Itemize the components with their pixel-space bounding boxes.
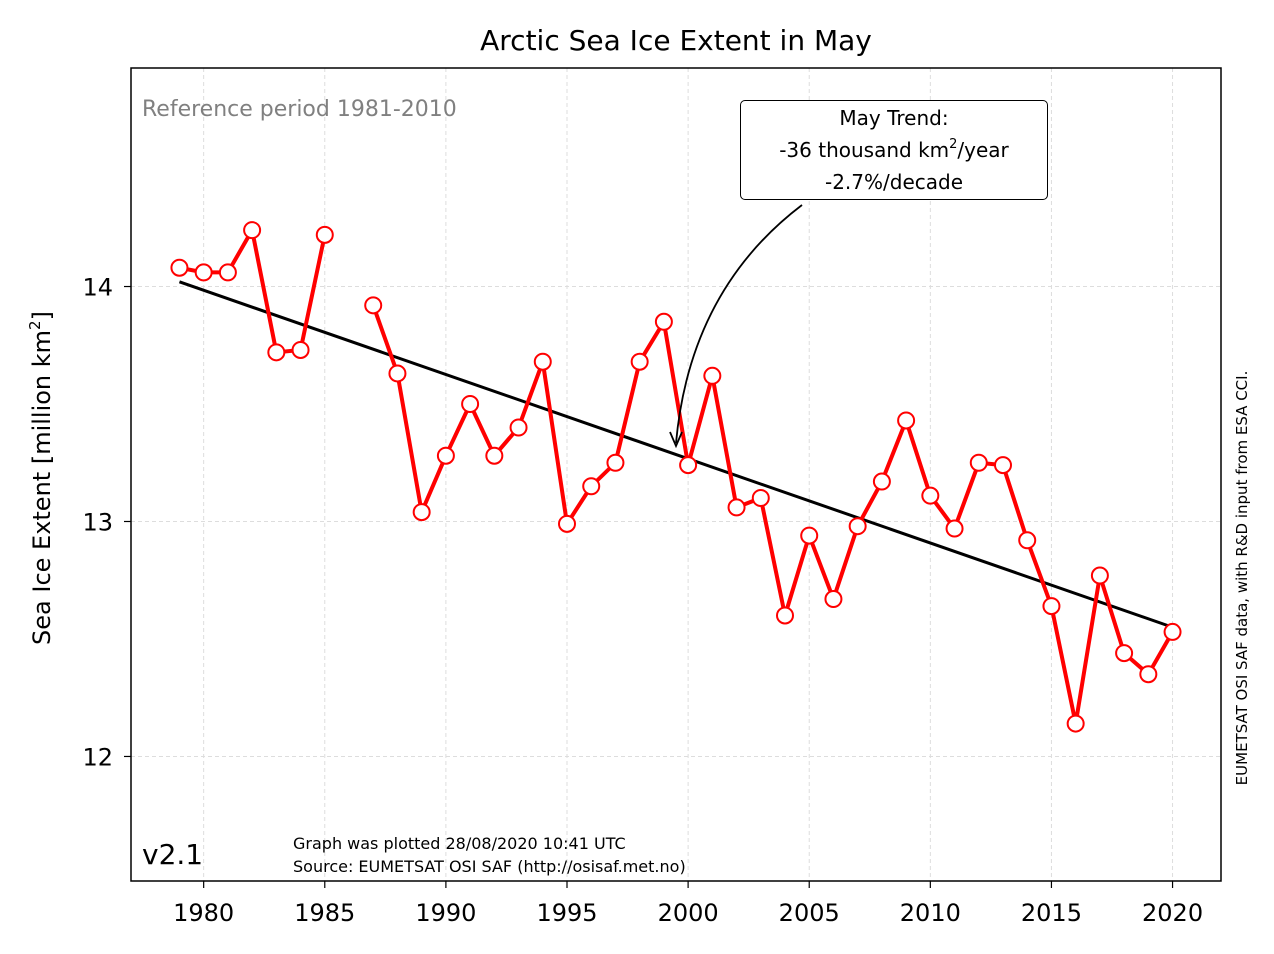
data-point [776,606,794,625]
data-point [218,263,237,282]
reference-period-label: Reference period 1981-2010 [142,97,457,122]
data-point [703,366,722,385]
data-point [1042,597,1061,616]
data-point [461,395,480,414]
data-point [388,364,407,383]
data-point [727,498,746,517]
x-tick-label: 1995 [536,899,597,927]
series-line-segment [179,228,327,355]
annotation-line2-sup: 2 [949,137,958,152]
data-point [1163,622,1182,641]
y-tick-label: 12 [82,743,113,771]
data-point [945,519,964,538]
data-point [751,488,770,507]
data-point [436,446,455,465]
data-point [243,221,262,240]
y-axis-label: Sea Ice Extent [million km2] [26,311,56,645]
trend-line [178,280,1174,629]
data-point [994,456,1012,475]
y-axis-label-sup: 2 [26,320,44,330]
x-tick-label: 1980 [173,899,234,927]
data-point [872,472,891,491]
data-point [533,352,552,371]
annotation-line3: -2.7%/decade [824,170,964,194]
data-point [558,514,576,533]
x-tick-label: 2020 [1142,899,1203,927]
data-point [897,411,916,430]
data-point [1115,644,1134,663]
chart-title: Arctic Sea Ice Extent in May [480,24,872,57]
data-point [1066,714,1085,733]
series-layer [170,221,1182,733]
y-tick-label: 14 [82,274,113,302]
x-tick-label: 1990 [415,899,476,927]
data-point [485,446,504,465]
footer-plotted-date: Graph was plotted 28/08/2020 10:41 UTC [293,834,626,853]
y-axis-label-close: ] [28,311,56,321]
data-point [364,296,383,315]
trend-layer [178,280,1174,629]
data-point [1018,531,1037,550]
data-point [267,343,286,362]
data-point [582,477,601,496]
data-point [170,258,189,277]
data-point [921,486,940,505]
grid-lines [131,68,1221,881]
annotation-line2: -36 thousand km2/year [741,134,1047,166]
plot-frame [130,67,1222,882]
data-point [824,590,843,609]
data-point [679,456,698,475]
x-tick-label: 2005 [779,899,840,927]
data-point [630,352,649,371]
data-point [800,526,819,545]
data-point [606,453,625,472]
y-tick-label: 13 [82,508,113,536]
side-credit: EUMETSAT OSI SAF data, with R&D input fr… [1233,371,1251,786]
version-label: v2.1 [142,838,203,871]
x-tick-label: 2000 [658,899,719,927]
series-line-segment [371,304,1175,726]
data-point [412,503,431,522]
data-point [194,263,213,282]
x-tick-label: 2010 [900,899,961,927]
annotation-line2-pre: -36 thousand km [779,138,950,162]
footer-source: Source: EUMETSAT OSI SAF (http://osisaf.… [293,857,686,876]
annotation-line2-post: /year [957,138,1009,162]
x-tick-label: 2015 [1021,899,1082,927]
annotation-line1: May Trend: [839,106,949,130]
trend-annotation-box: May Trend: -36 thousand km2/year -2.7%/d… [740,100,1048,200]
data-point [315,225,334,244]
data-point [969,453,988,472]
data-point [848,517,867,536]
data-point [1139,665,1158,684]
axis-ticks: 1980 1985 1990 1995 2000 2005 2010 2015 2020 12 13… [82,274,1203,927]
x-tick-label: 1985 [294,899,355,927]
y-axis-label-text: Sea Ice Extent [million km [28,329,56,645]
data-point [654,312,673,331]
annotation-arrowhead [669,431,683,449]
annotation-arrow [675,204,803,444]
data-point [291,340,310,359]
data-point [509,418,528,437]
data-point [1090,566,1109,585]
